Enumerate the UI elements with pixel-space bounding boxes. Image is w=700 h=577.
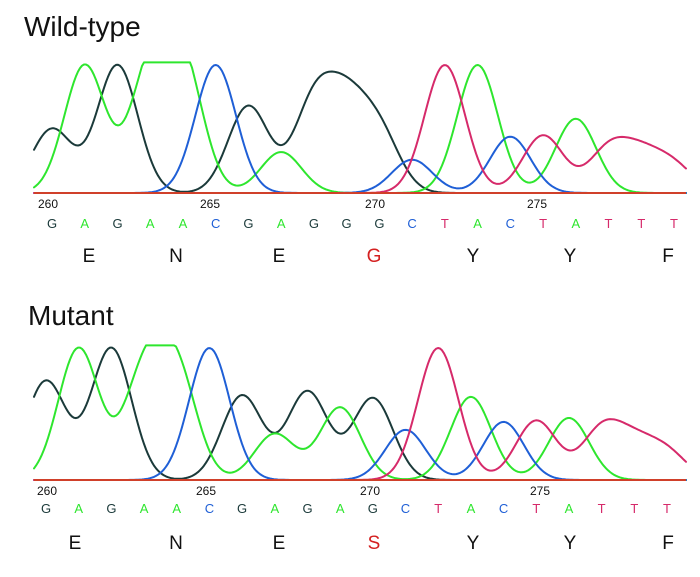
mutant-title: Mutant (28, 300, 114, 331)
position-label: 265 (200, 197, 220, 211)
amino-acid: E (273, 533, 286, 554)
position-label: 265 (196, 484, 216, 498)
wild-type-title: Wild-type (24, 11, 141, 42)
amino-acid: E (273, 246, 286, 267)
base-call: T (532, 501, 540, 516)
amino-acid: Y (467, 246, 480, 267)
base-call: G (368, 501, 378, 516)
position-label: 260 (37, 484, 57, 498)
base-call: C (211, 216, 220, 231)
position-label: 260 (38, 197, 58, 211)
amino-acid: Y (564, 533, 577, 554)
amino-acid: N (169, 533, 183, 554)
base-call: G (309, 216, 319, 231)
base-call: A (277, 216, 286, 231)
base-call: G (237, 501, 247, 516)
base-call: A (74, 501, 83, 516)
trace-g (33, 346, 687, 481)
base-call: A (336, 501, 345, 516)
amino-acid: E (83, 246, 96, 267)
base-call: G (41, 501, 51, 516)
base-call: A (179, 216, 188, 231)
base-call: C (205, 501, 214, 516)
base-call: A (565, 501, 574, 516)
amino-acid: E (69, 533, 82, 554)
base-call: T (539, 216, 547, 231)
base-call: A (80, 216, 89, 231)
base-call: C (499, 501, 508, 516)
mutant-position-labels: 260 265 270 275 (37, 484, 550, 498)
mutated-amino-acid: G (367, 246, 382, 267)
base-call: T (637, 216, 645, 231)
wild-type-traces (33, 61, 687, 194)
amino-acid: F (662, 246, 674, 267)
trace-g (33, 63, 687, 194)
trace-a (33, 61, 687, 194)
base-call: T (605, 216, 613, 231)
base-call: G (112, 216, 122, 231)
base-call: T (441, 216, 449, 231)
position-label: 270 (365, 197, 385, 211)
base-call: A (140, 501, 149, 516)
base-call: A (571, 216, 580, 231)
amino-acid: Y (467, 533, 480, 554)
base-call: T (663, 501, 671, 516)
base-call: C (407, 216, 416, 231)
base-call: C (401, 501, 410, 516)
base-call: T (598, 501, 606, 516)
trace-c (33, 64, 687, 194)
base-call: G (374, 216, 384, 231)
trace-a (33, 344, 687, 481)
position-label: 275 (530, 484, 550, 498)
mutated-amino-acid: S (368, 533, 381, 554)
base-call: C (506, 216, 515, 231)
base-call: T (670, 216, 678, 231)
trace-t (33, 64, 687, 194)
base-call: T (630, 501, 638, 516)
position-label: 270 (360, 484, 380, 498)
base-call: G (342, 216, 352, 231)
base-call: G (243, 216, 253, 231)
base-call: A (146, 216, 155, 231)
base-call: A (270, 501, 279, 516)
base-call: A (467, 501, 476, 516)
amino-acid: F (662, 533, 674, 554)
base-call: G (47, 216, 57, 231)
mutant-traces (33, 344, 687, 481)
amino-acid: Y (564, 246, 577, 267)
trace-t (33, 347, 687, 481)
position-label: 275 (527, 197, 547, 211)
base-call: A (172, 501, 181, 516)
wild-type-position-labels: 260 265 270 275 (38, 197, 547, 211)
base-call: A (473, 216, 482, 231)
base-call: G (302, 501, 312, 516)
base-call: G (106, 501, 116, 516)
base-call: T (434, 501, 442, 516)
mutant-panel: Mutant 260 265 270 275 G A G A A C G A G A G C T A C T A… (28, 300, 687, 554)
trace-c (33, 347, 687, 481)
amino-acid: N (169, 246, 183, 267)
